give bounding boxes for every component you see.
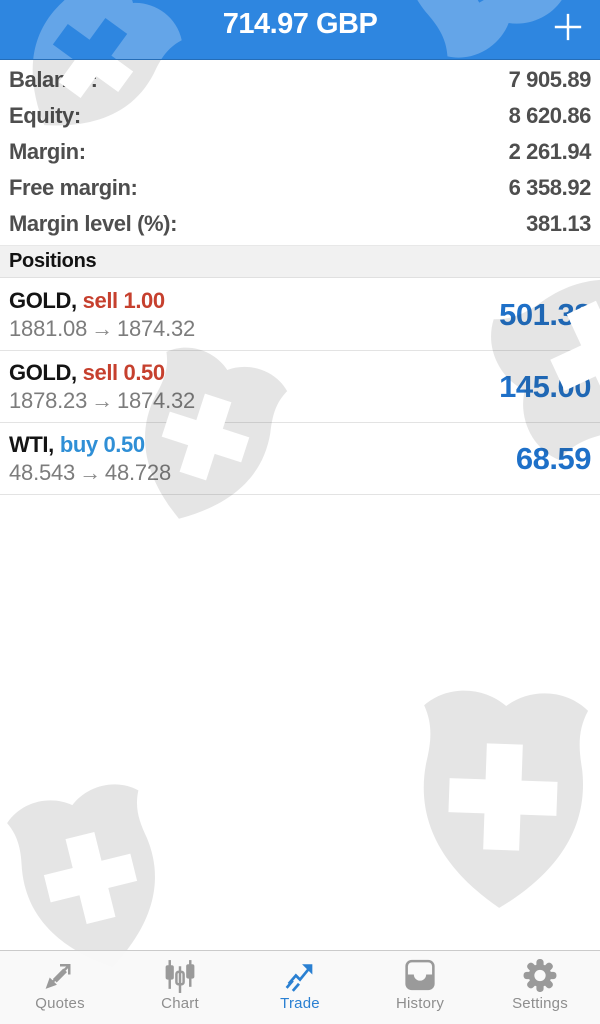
summary-row-balance: Balance: 7 905.89 [0, 62, 600, 98]
summary-label: Balance: [9, 67, 98, 92]
summary-label: Free margin: [9, 175, 138, 200]
tab-chart[interactable]: Chart [120, 951, 240, 1024]
tab-trade[interactable]: Trade [240, 951, 360, 1024]
position-symbol: GOLD, [9, 287, 77, 313]
summary-value: 7 905.89 [508, 67, 592, 92]
trade-trend-icon [285, 964, 313, 992]
account-total-title: 714.97 GBP [222, 8, 378, 40]
summary-value: 2 261.94 [508, 139, 592, 164]
position-prices-line: 1881.08 → 1874.32 [9, 315, 195, 343]
positions-list: GOLD, sell 1.00 1881.08 → 1874.32 501.38 GO… [0, 279, 600, 495]
position-profit: 68.59 [515, 440, 592, 476]
summary-row-margin: Margin: 2 261.94 [0, 134, 600, 170]
open-price: 1881.08 [9, 315, 88, 341]
summary-label: Equity: [9, 103, 81, 128]
arrow-right-icon: → [79, 459, 101, 485]
summary-value: 6 358.92 [508, 175, 592, 200]
history-archive-icon [405, 959, 435, 991]
candlestick-chart-icon [165, 960, 195, 993]
open-price: 1878.23 [9, 387, 88, 413]
tab-history[interactable]: History [360, 951, 480, 1024]
position-row-gold-sell-1[interactable]: GOLD, sell 1.00 1881.08 → 1874.32 501.38 [0, 279, 600, 351]
position-prices-line: 1878.23 → 1874.32 [9, 387, 195, 415]
tab-bar: Quotes Chart Trade [0, 950, 600, 1024]
position-side: buy 0.50 [59, 431, 145, 457]
tab-label: Settings [512, 995, 568, 1012]
position-row-wti-buy-05[interactable]: WTI, buy 0.50 48.543 → 48.728 68.59 [0, 423, 600, 495]
position-symbol: GOLD, [9, 359, 77, 385]
position-symbol-line: WTI, buy 0.50 [9, 431, 171, 459]
position-side: sell 1.00 [82, 287, 165, 313]
tab-label: Quotes [35, 995, 85, 1012]
quotes-arrows-icon [45, 963, 71, 989]
summary-row-margin-level: Margin level (%): 381.13 [0, 206, 600, 242]
add-order-button[interactable] [548, 7, 588, 47]
open-price: 48.543 [9, 459, 76, 485]
position-symbol-line: GOLD, sell 0.50 [9, 359, 195, 387]
summary-row-equity: Equity: 8 620.86 [0, 98, 600, 134]
position-row-gold-sell-05[interactable]: GOLD, sell 0.50 1878.23 → 1874.32 145.00 [0, 351, 600, 423]
watermark-shield-icon [32, 0, 182, 59]
account-summary: Balance: 7 905.89 Equity: 8 620.86 Margi… [0, 62, 600, 242]
position-profit: 145.00 [499, 368, 591, 404]
tab-quotes[interactable]: Quotes [0, 951, 120, 1024]
tab-label: Chart [161, 995, 199, 1012]
position-info: GOLD, sell 0.50 1878.23 → 1874.32 [9, 359, 195, 415]
position-prices-line: 48.543 → 48.728 [9, 459, 171, 487]
summary-label: Margin: [9, 139, 86, 164]
position-info: WTI, buy 0.50 48.543 → 48.728 [9, 431, 171, 487]
position-info: GOLD, sell 1.00 1881.08 → 1874.32 [9, 287, 195, 343]
summary-label: Margin level (%): [9, 211, 178, 236]
current-price: 1874.32 [116, 387, 196, 413]
tab-label: History [395, 995, 445, 1012]
tab-settings[interactable]: Settings [480, 951, 600, 1024]
arrow-right-icon: → [91, 315, 113, 341]
summary-value: 381.13 [526, 211, 591, 236]
current-price: 1874.32 [116, 315, 196, 341]
position-symbol-line: GOLD, sell 1.00 [9, 287, 195, 315]
positions-section-header: Positions [0, 245, 600, 278]
watermark-shield-icon [423, 690, 589, 908]
position-symbol: WTI, [9, 431, 54, 457]
summary-value: 8 620.86 [508, 103, 592, 128]
tab-label: Trade [280, 995, 320, 1012]
position-side: sell 0.50 [82, 359, 165, 385]
summary-row-free-margin: Free margin: 6 358.92 [0, 170, 600, 206]
arrow-right-icon: → [91, 387, 113, 413]
position-profit: 501.38 [499, 296, 591, 332]
positions-section-title: Positions [9, 250, 97, 272]
plus-icon [554, 13, 582, 41]
settings-gear-icon [523, 959, 557, 992]
top-bar: 714.97 GBP [0, 0, 600, 60]
current-price: 48.728 [104, 459, 171, 485]
watermark-shield-icon [402, 0, 569, 58]
